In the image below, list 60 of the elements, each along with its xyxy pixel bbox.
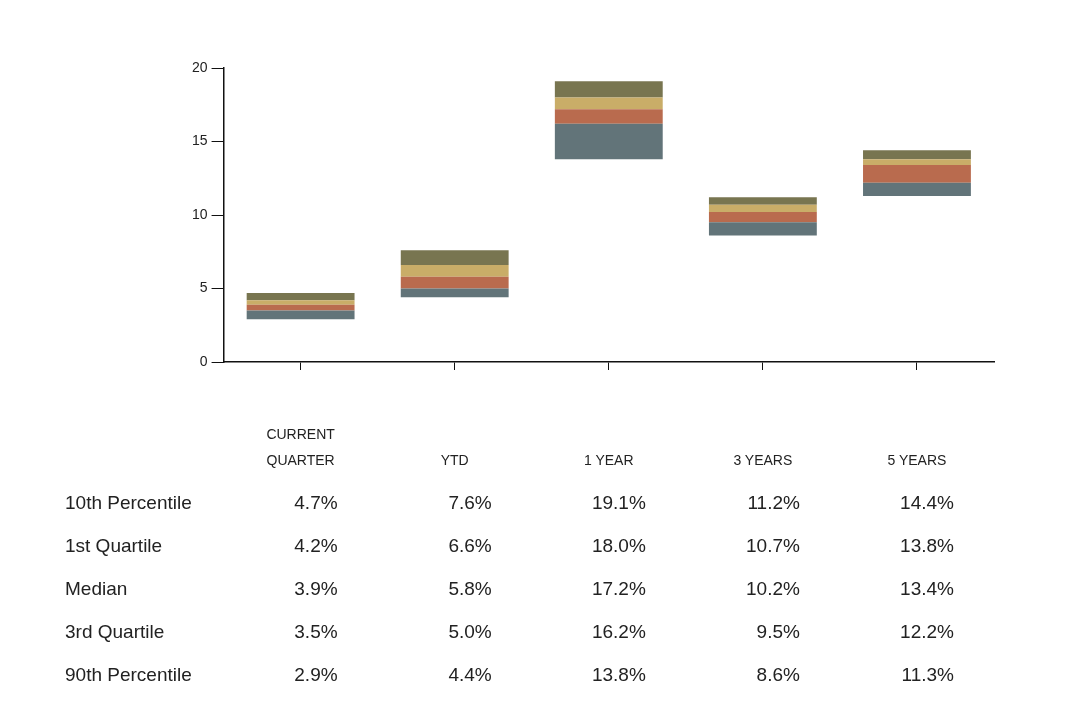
x-tick-label: CURRENT QUARTER <box>266 426 336 468</box>
bar <box>246 300 355 305</box>
bar <box>554 123 663 160</box>
text: 12.2% <box>900 621 955 642</box>
bar <box>554 81 663 98</box>
text: 13.4% <box>900 578 955 599</box>
text: 3.5% <box>294 621 338 642</box>
text: 13.8% <box>900 535 955 556</box>
text: 4.4% <box>448 664 492 685</box>
bar <box>863 165 971 183</box>
y-tick-label: 0 <box>199 352 208 369</box>
y-tick-label: 5 <box>199 279 208 296</box>
bar <box>246 310 355 320</box>
text: 6.6% <box>448 535 492 556</box>
bar <box>708 204 817 213</box>
text: 90th Percentile <box>65 664 192 685</box>
text: 2.9% <box>294 664 338 685</box>
bar <box>863 150 971 160</box>
bar <box>246 292 355 301</box>
text: 3.9% <box>294 578 338 599</box>
x-tick-label: 3 YEARS <box>733 452 793 468</box>
y-tick-label: 10 <box>191 205 208 222</box>
bar <box>708 212 817 223</box>
text: Median <box>65 578 128 599</box>
bar <box>554 109 663 124</box>
text: 17.2% <box>591 578 646 599</box>
x-tick-label: YTD <box>440 452 469 468</box>
text: 14.4% <box>900 492 955 513</box>
text: 4.2% <box>294 535 338 556</box>
text: 18.0% <box>591 535 646 556</box>
text: 10.2% <box>746 578 800 599</box>
bar <box>554 97 663 110</box>
text: 7.6% <box>448 492 492 513</box>
text: 10.7% <box>746 535 800 556</box>
bar <box>400 250 509 265</box>
text: 1st Quartile <box>65 535 163 556</box>
bar <box>400 288 509 298</box>
text: 19.1% <box>591 492 646 513</box>
bar <box>400 264 509 277</box>
bar <box>863 182 971 196</box>
text: 5.8% <box>448 578 492 599</box>
bar <box>400 276 509 289</box>
bar <box>246 304 355 311</box>
text: 4.7% <box>294 492 338 513</box>
text: 5.0% <box>448 621 492 642</box>
bar <box>708 197 817 205</box>
text: 16.2% <box>591 621 646 642</box>
bar <box>863 159 971 166</box>
x-tick-label: 5 YEARS <box>887 452 947 468</box>
text: 10th Percentile <box>65 492 192 513</box>
text: 11.2% <box>747 492 800 513</box>
bar <box>708 222 817 236</box>
text: 8.6% <box>756 664 800 685</box>
y-tick-label: 15 <box>191 132 208 149</box>
x-tick-label: 1 YEAR <box>584 452 634 468</box>
text: 3rd Quartile <box>65 621 165 642</box>
y-tick-label: 20 <box>191 58 208 75</box>
text: 13.8% <box>591 664 646 685</box>
text: 11.3% <box>901 664 955 685</box>
text: 9.5% <box>756 621 800 642</box>
